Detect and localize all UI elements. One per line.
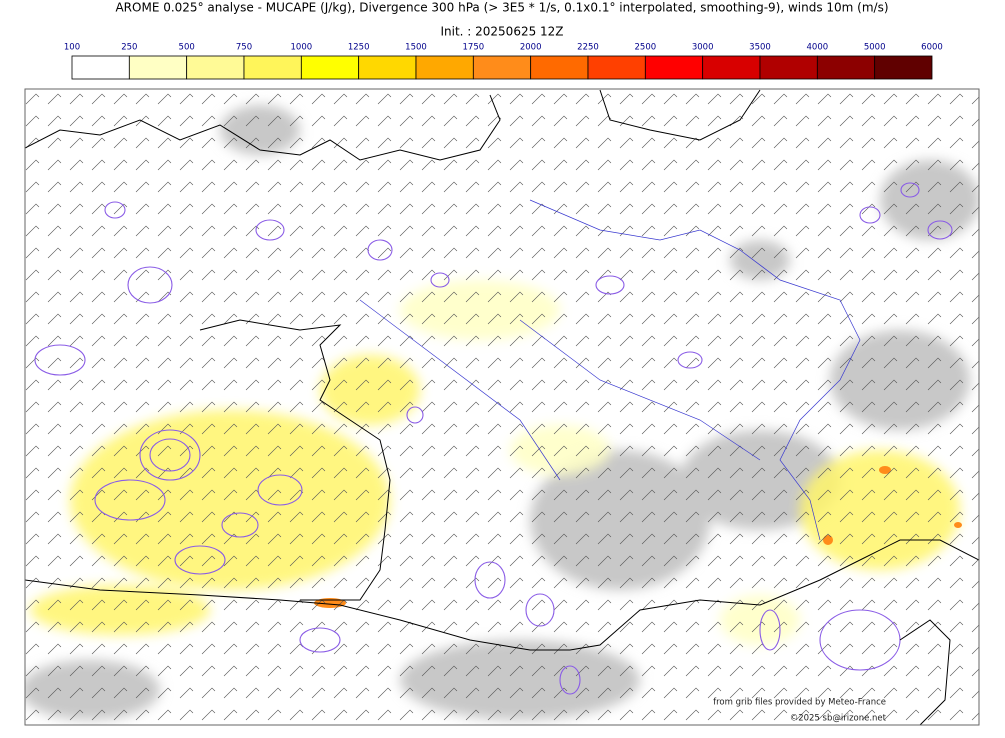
colorbar-bin [644,55,704,80]
colorbar-tick-label: 3000 [692,43,714,53]
colorbar-bin [472,55,532,80]
divergence-contours [34,182,953,695]
colorbar-tick-label: 1750 [463,43,485,53]
colorbar-bin [71,55,130,80]
borders [359,199,861,541]
colorbar-tick-label: 5000 [864,43,886,53]
colorbar-bin [186,55,245,80]
colorbar-bin [415,55,474,80]
init-time: Init. : 20250625 12Z [440,25,563,39]
colorbar-bin [702,55,761,80]
colorbar-bin [358,55,417,80]
colorbar-tick-label: 250 [121,43,137,53]
credit: ©2025 sb@irizone.net [790,714,887,724]
colorbar-tick-label: 1500 [405,43,427,53]
colorbar-bin [128,55,188,80]
colorbar: 100 250 500 750 1000 1250 1500 1750 2000 2250 2500… [64,43,943,80]
colorbar-bin [243,55,302,80]
colorbar-bin [759,55,818,80]
colorbar-bin [300,55,360,80]
coastlines [25,89,979,725]
wind-barbs [25,89,979,725]
title: AROME 0.025° analyse - MUCAPE (J/kg), Di… [115,1,888,15]
colorbar-tick-label: 1000 [291,43,313,53]
colorbar-bin [874,55,933,80]
colorbar-tick-label: 1250 [348,43,370,53]
colorbar-tick-label: 500 [179,43,195,53]
map-frame [24,88,980,726]
colorbar-tick-label: 750 [236,43,252,53]
map [25,89,979,725]
colorbar-bin [816,55,876,80]
credit: from grib files provided by Meteo-France [713,698,886,708]
colorbar-tick-label: 2500 [635,43,657,53]
colorbar-bin [587,55,646,80]
colorbar-bin [530,55,589,80]
colorbar-tick-label: 6000 [921,43,943,53]
colorbar-tick-label: 100 [64,43,80,53]
colorbar-tick-label: 4000 [807,43,829,53]
colorbar-tick-label: 2000 [520,43,542,53]
colorbar-tick-label: 3500 [749,43,771,53]
colorbar-tick-label: 2250 [577,43,599,53]
